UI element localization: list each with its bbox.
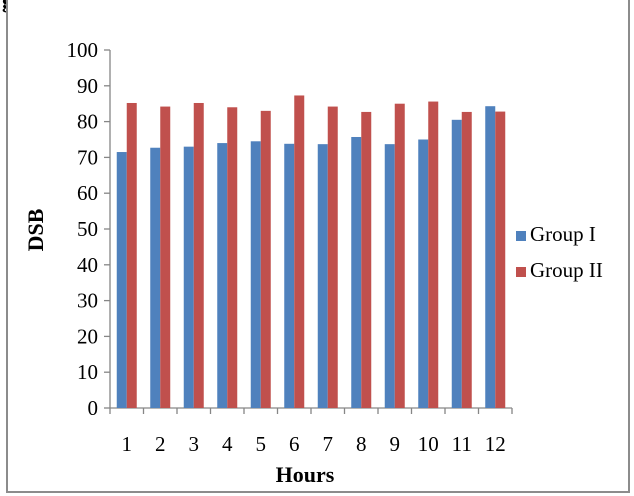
x-tick-label: 11 <box>452 432 472 456</box>
bars <box>116 95 506 409</box>
bar-1-10 <box>418 139 429 408</box>
bar-1-8 <box>351 136 362 408</box>
bar-1-5 <box>250 141 261 409</box>
x-tick-label: 8 <box>356 432 367 456</box>
bar-1-7 <box>317 144 328 409</box>
legend-label: Group II <box>530 258 603 282</box>
x-tick-label: 4 <box>222 432 233 456</box>
x-tick-label: 5 <box>256 432 267 456</box>
bar-2-10 <box>428 101 439 408</box>
bar-2-6 <box>294 95 305 408</box>
bar-2-11 <box>461 111 472 409</box>
bar-2-9 <box>394 103 405 408</box>
y-tick-label: 90 <box>77 74 98 98</box>
y-tick-label: 100 <box>67 38 99 62</box>
bar-2-2 <box>160 106 171 409</box>
bar-1-9 <box>384 144 395 409</box>
bar-1-11 <box>451 119 462 408</box>
x-tick-label: 2 <box>155 432 166 456</box>
bar-1-1 <box>116 152 127 408</box>
legend: Group I Group II <box>516 222 603 282</box>
bar-1-4 <box>217 143 228 408</box>
y-tick-label: 30 <box>77 289 98 313</box>
y-tick-label: 20 <box>77 324 98 348</box>
y-tick-label: 50 <box>77 217 98 241</box>
x-tick-label: 1 <box>122 432 133 456</box>
x-tick-label: 9 <box>390 432 401 456</box>
bar-2-8 <box>361 111 372 409</box>
x-tick-label: 6 <box>289 432 300 456</box>
legend-label: Group I <box>530 222 596 246</box>
y-axis: 0 10 20 30 40 50 60 70 80 90 100 <box>67 38 111 420</box>
y-tick-label: 0 <box>88 396 99 420</box>
legend-swatch <box>516 231 526 241</box>
y-tick-label: 60 <box>77 181 98 205</box>
y-tick-label: 40 <box>77 253 98 277</box>
x-tick-label: 3 <box>189 432 200 456</box>
bar-2-12 <box>495 111 506 409</box>
bar-2-3 <box>193 102 204 408</box>
x-axis: 1 2 3 4 5 6 7 8 9 10 11 12 <box>109 407 513 456</box>
y-tick-label: 70 <box>77 145 98 169</box>
legend-swatch <box>516 267 526 277</box>
y-axis-label: DSB <box>23 208 48 251</box>
x-tick-label: 12 <box>485 432 506 456</box>
bar-2-4 <box>227 107 238 408</box>
bar-2-5 <box>260 110 271 409</box>
y-tick-label: 10 <box>77 360 98 384</box>
bar-1-6 <box>284 143 295 408</box>
x-axis-label: Hours <box>276 462 335 487</box>
x-tick-label: 7 <box>323 432 334 456</box>
bar-2-1 <box>126 102 137 408</box>
bar-2-7 <box>327 106 338 409</box>
bar-1-3 <box>183 146 194 408</box>
y-tick-label: 80 <box>77 110 98 134</box>
bar-1-2 <box>150 147 161 408</box>
x-tick-label: 10 <box>418 432 439 456</box>
bar-1-12 <box>485 106 496 409</box>
